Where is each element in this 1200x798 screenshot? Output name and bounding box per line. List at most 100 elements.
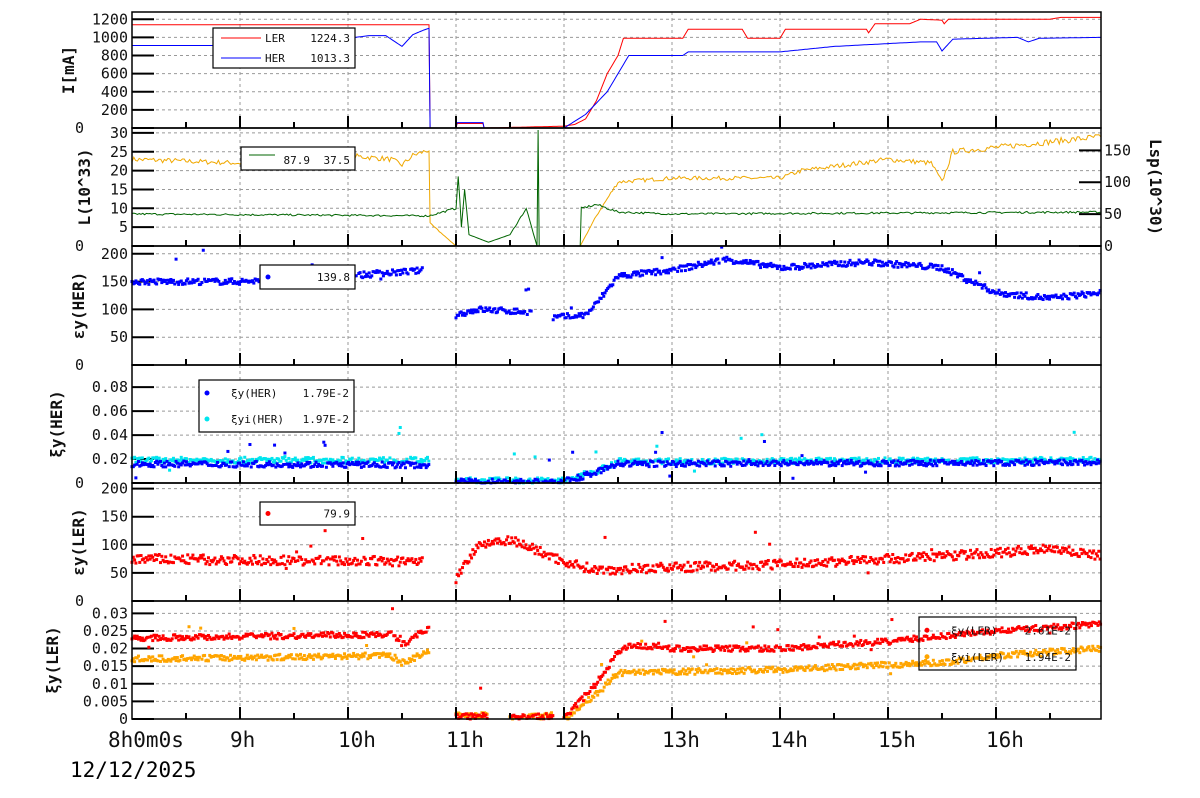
data-point (917, 463, 921, 467)
data-point (1054, 459, 1058, 463)
data-point (134, 636, 138, 640)
data-point (476, 546, 480, 550)
data-point (635, 570, 639, 574)
data-point (265, 654, 269, 658)
data-point (723, 648, 727, 652)
data-point (829, 464, 833, 468)
data-point (175, 461, 179, 465)
data-point (287, 555, 291, 559)
data-point (741, 666, 745, 670)
data-point (768, 542, 772, 546)
data-point (717, 261, 721, 265)
data-point (335, 460, 339, 464)
data-point (581, 477, 585, 481)
data-point (400, 268, 404, 272)
data-point (361, 652, 365, 656)
data-point (550, 478, 554, 482)
data-point (864, 260, 868, 264)
data-point (762, 265, 766, 269)
data-point (677, 644, 681, 648)
data-point (804, 263, 808, 267)
data-point (265, 632, 269, 636)
data-point (1007, 652, 1011, 656)
data-point (616, 459, 620, 463)
legend-value: 1.97E-2 (303, 413, 349, 426)
data-point (1023, 294, 1027, 298)
data-point (326, 556, 330, 560)
data-point (1023, 550, 1027, 554)
data-point (878, 641, 882, 645)
data-point (1045, 549, 1049, 553)
data-point (905, 635, 909, 639)
data-point (572, 565, 576, 569)
data-point (159, 277, 163, 281)
data-point (396, 555, 400, 559)
data-point (1011, 461, 1015, 465)
data-point (519, 477, 523, 481)
data-point (726, 567, 730, 571)
data-point (164, 465, 168, 469)
data-point (791, 668, 795, 672)
data-point (650, 272, 654, 276)
data-point (160, 281, 164, 285)
data-point (218, 657, 222, 661)
data-point (1064, 649, 1068, 653)
data-point (1036, 293, 1040, 297)
data-point (581, 316, 585, 320)
data-point (467, 560, 471, 564)
data-point (716, 644, 720, 648)
data-point (362, 555, 366, 559)
data-point (655, 444, 659, 448)
data-point (140, 456, 144, 460)
data-point (878, 664, 882, 668)
data-point (245, 653, 249, 657)
data-point (744, 462, 748, 466)
data-point (607, 665, 611, 669)
data-point (943, 270, 947, 274)
data-point (1021, 652, 1025, 656)
data-point (1033, 546, 1037, 550)
data-point (866, 571, 870, 575)
data-point (618, 670, 622, 674)
data-point (781, 268, 785, 272)
data-point (350, 561, 354, 565)
data-point (655, 267, 659, 271)
data-point (418, 463, 422, 467)
data-point (722, 564, 726, 568)
data-point (984, 286, 988, 290)
data-point (423, 463, 427, 467)
data-point (660, 646, 664, 650)
data-point (659, 272, 663, 276)
data-point (540, 553, 544, 557)
data-point (372, 632, 376, 636)
data-point (931, 265, 935, 269)
data-point (592, 695, 596, 699)
data-point (149, 634, 153, 638)
data-point (235, 656, 239, 660)
data-point (681, 667, 685, 671)
data-point (854, 642, 858, 646)
data-point (536, 478, 540, 482)
data-point (536, 548, 540, 552)
data-point (624, 274, 628, 278)
data-point (343, 631, 347, 635)
data-point (604, 464, 608, 468)
data-point (324, 634, 328, 638)
data-point (966, 655, 970, 659)
data-point (1052, 622, 1056, 626)
data-point (600, 466, 604, 470)
data-point (227, 465, 231, 469)
data-point (403, 562, 407, 566)
data-point (156, 659, 160, 663)
data-point (495, 541, 499, 545)
data-point (309, 544, 313, 548)
data-point (1091, 644, 1095, 648)
data-point (533, 455, 537, 459)
y-axis-label: I[mA] (59, 46, 78, 94)
data-point (192, 637, 196, 641)
data-point (813, 664, 817, 668)
data-point (414, 461, 418, 465)
data-point (560, 558, 564, 562)
data-point (639, 269, 643, 273)
